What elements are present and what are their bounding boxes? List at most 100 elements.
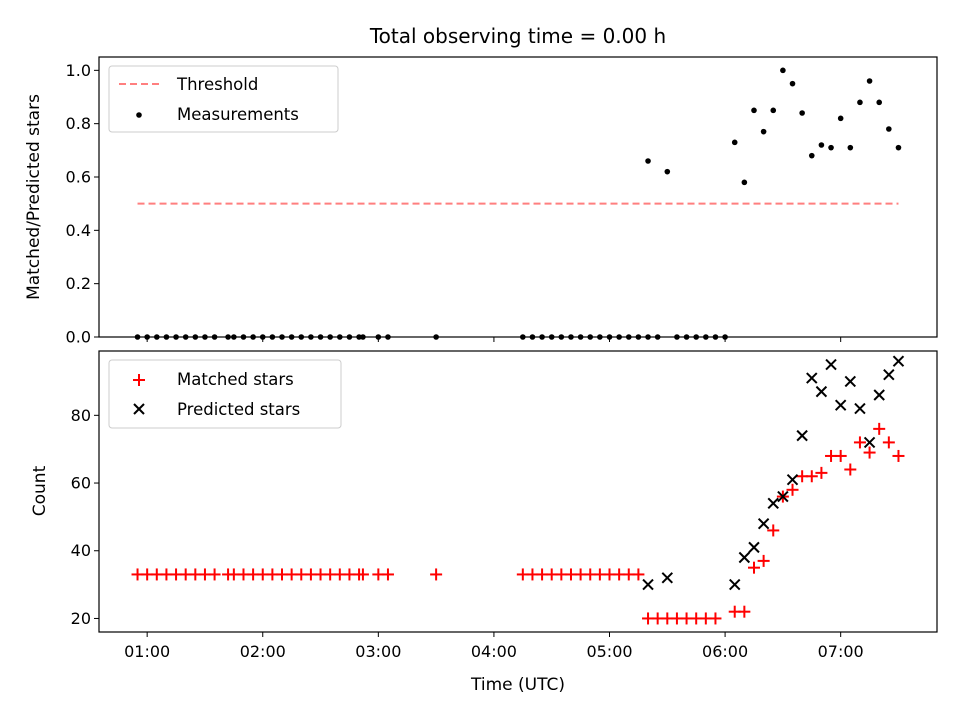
- predicted-star-point: [786, 473, 799, 486]
- measurement-point: [780, 67, 786, 74]
- matched-star-point: [709, 612, 722, 625]
- matched-star-point: [747, 561, 760, 574]
- measurement-point: [808, 152, 815, 159]
- predicted-star-point: [854, 402, 866, 415]
- top-panel: 0.0 0.2 0.4 0.6 0.8 1.0 Matched/Predicted sta…: [24, 56, 938, 347]
- top-plot-frame: [98, 56, 938, 338]
- measurement-point: [886, 126, 892, 132]
- matched-legend-label: Matched stars: [177, 370, 294, 389]
- predicted-star-point: [729, 578, 741, 591]
- predicted-star-point: [767, 497, 779, 510]
- measurement-point: [818, 142, 825, 148]
- matched-star-point: [815, 466, 828, 479]
- matched-star-point: [882, 436, 895, 449]
- measurements-legend-swatch: [136, 112, 142, 118]
- bottom-x-tick-label: 04:00: [471, 642, 517, 661]
- bottom-legend: Matched stars Predicted stars: [108, 359, 342, 429]
- top-y-tick-label: 0.8: [66, 114, 91, 133]
- bottom-x-ticks: 01:00 02:00 03:00 04:00 05:00 06:00 07:00: [124, 632, 864, 661]
- matched-star-point: [786, 483, 799, 496]
- measurement-point: [847, 144, 854, 151]
- bottom-legend-box: [108, 359, 342, 429]
- matched-star-point: [834, 449, 847, 462]
- top-x-ticks: [146, 337, 842, 342]
- measurement-point: [876, 99, 883, 106]
- x-axis-label: Time (UTC): [470, 675, 565, 695]
- bottom-y-tick-label: 20: [71, 609, 91, 628]
- bottom-plot-frame: [98, 350, 938, 633]
- top-legend-box: [108, 65, 339, 133]
- matched-star-point: [757, 554, 770, 567]
- bottom-x-tick-label: 02:00: [240, 642, 286, 661]
- top-y-tick-label: 1.0: [66, 61, 91, 80]
- measurement-point: [857, 99, 863, 106]
- threshold-legend-label: Threshold: [176, 75, 258, 94]
- bottom-marks: [131, 355, 905, 625]
- top-marks: [134, 67, 902, 340]
- predicted-star-point: [815, 385, 828, 398]
- matched-star-point: [430, 568, 443, 581]
- predicted-star-point: [748, 541, 760, 554]
- measurement-point: [751, 107, 757, 114]
- measurement-point: [799, 110, 805, 116]
- top-y-tick-label: 0.0: [66, 328, 91, 347]
- measurement-point: [731, 139, 738, 146]
- predicted-star-point: [863, 436, 876, 449]
- bottom-y-tick-label: 60: [71, 474, 91, 493]
- predicted-star-point: [777, 490, 789, 503]
- measurement-point: [895, 144, 902, 151]
- predicted-star-point: [738, 551, 751, 564]
- predicted-star-point: [661, 572, 674, 584]
- predicted-star-point: [873, 389, 885, 401]
- predicted-legend-swatch: [133, 403, 145, 415]
- measurement-point: [828, 144, 834, 151]
- predicted-star-point: [757, 517, 770, 530]
- top-y-tick-label: 0.6: [66, 168, 91, 187]
- matched-star-point: [208, 568, 221, 581]
- matched-star-point: [863, 446, 876, 459]
- bottom-x-tick-label: 06:00: [702, 642, 748, 661]
- predicted-star-point: [825, 358, 837, 371]
- predicted-star-point: [883, 368, 895, 381]
- matched-star-point: [853, 436, 866, 449]
- predicted-star-point: [796, 429, 808, 442]
- measurement-point: [741, 179, 748, 186]
- matched-star-point: [767, 524, 780, 537]
- matched-star-point: [356, 568, 369, 581]
- measurement-point: [645, 158, 651, 164]
- matched-legend-swatch: [133, 374, 145, 386]
- bottom-y-axis-label: Count: [30, 465, 50, 516]
- bottom-x-tick-label: 07:00: [818, 642, 864, 661]
- predicted-star-point: [834, 399, 847, 411]
- bottom-y-tick-label: 40: [71, 541, 91, 560]
- bottom-y-ticks: 20 40 60 80: [71, 406, 99, 628]
- bottom-y-tick-label: 80: [71, 406, 91, 425]
- matched-star-point: [738, 605, 751, 618]
- predicted-legend-label: Predicted stars: [177, 400, 300, 419]
- top-y-tick-label: 0.2: [66, 274, 91, 293]
- top-legend: Threshold Measurements: [108, 65, 339, 133]
- predicted-star-point: [892, 355, 905, 367]
- measurement-point: [789, 80, 796, 87]
- matched-star-point: [632, 568, 645, 581]
- predicted-star-point: [806, 372, 818, 384]
- measurement-point: [664, 168, 671, 175]
- top-y-tick-label: 0.4: [66, 221, 91, 240]
- measurement-point: [760, 128, 767, 135]
- top-y-ticks: 0.0 0.2 0.4 0.6 0.8 1.0: [66, 61, 99, 347]
- matched-star-point: [805, 470, 818, 483]
- matched-star-point: [381, 568, 394, 581]
- measurements-legend-label: Measurements: [177, 105, 299, 124]
- matched-star-point: [873, 422, 886, 435]
- chart-title: Total observing time = 0.00 h: [369, 24, 666, 48]
- bottom-x-tick-label: 01:00: [124, 642, 170, 661]
- top-y-axis-label: Matched/Predicted stars: [24, 94, 44, 300]
- bottom-x-tick-label: 05:00: [586, 642, 632, 661]
- predicted-star-point: [642, 578, 654, 591]
- predicted-star-point: [844, 375, 857, 388]
- bottom-x-tick-label: 03:00: [355, 642, 401, 661]
- measurement-point: [866, 78, 873, 84]
- matched-star-point: [892, 449, 905, 462]
